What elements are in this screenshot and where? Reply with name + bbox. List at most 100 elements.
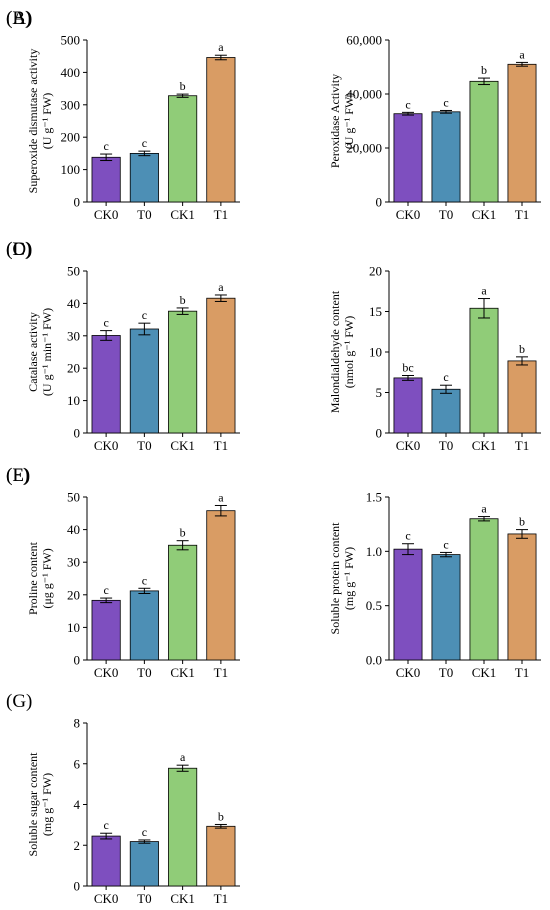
y-tick-label: 10 bbox=[67, 393, 80, 408]
y-tick-label: 10 bbox=[67, 620, 80, 635]
x-tick-label: CK1 bbox=[472, 438, 497, 453]
bar bbox=[393, 548, 423, 661]
y-tick-label: 500 bbox=[61, 33, 81, 48]
bar bbox=[91, 335, 121, 434]
x-tick-label: T0 bbox=[439, 438, 453, 453]
y-tick-label: 100 bbox=[61, 162, 81, 177]
y-tick-label: 40,000 bbox=[346, 87, 382, 102]
bar bbox=[129, 590, 159, 661]
x-tick-label: T1 bbox=[515, 207, 529, 222]
bar bbox=[206, 825, 236, 887]
panel-label: (G) bbox=[6, 691, 32, 712]
bar bbox=[507, 533, 537, 661]
bar bbox=[168, 767, 198, 887]
panel-label: (F) bbox=[6, 465, 29, 486]
y-tick-label: 20 bbox=[67, 587, 80, 602]
bar bbox=[129, 328, 159, 434]
significance-label: c bbox=[405, 529, 410, 543]
y-tick-label: 0 bbox=[74, 653, 81, 668]
bar bbox=[91, 156, 121, 203]
panel-label: (A) bbox=[6, 8, 32, 29]
y-tick-label: 400 bbox=[61, 65, 81, 80]
x-tick-label: CK1 bbox=[170, 438, 195, 453]
x-tick-label: T0 bbox=[439, 665, 453, 680]
bar bbox=[393, 113, 423, 203]
significance-label: c bbox=[142, 136, 147, 150]
bar bbox=[431, 111, 461, 203]
x-tick-label: CK1 bbox=[170, 207, 195, 222]
chart-panel: (E) 0 10 20 30 40 50 Proline content(μg g⁻¹ FW)… bbox=[6, 465, 240, 680]
y-tick-label: 0 bbox=[74, 879, 81, 894]
y-tick-label: 5 bbox=[376, 385, 383, 400]
significance-label: b bbox=[218, 809, 224, 823]
chart-panel: (A) 0 100 200 300 400 500 Superoxide dismutase … bbox=[6, 8, 240, 222]
y-tick-label: 50 bbox=[67, 264, 80, 279]
y-tick-label: 20,000 bbox=[346, 141, 382, 156]
y-tick-label: 20 bbox=[369, 264, 382, 279]
chart-panel: (G) 0 2 4 6 8 Soluble sugar content(mg g⁻¹ FW)… bbox=[6, 691, 240, 906]
x-tick-label: T0 bbox=[137, 665, 151, 680]
y-axis-title: Malondialdehyde content(nmol g⁻¹ FW) bbox=[328, 290, 356, 413]
chart-panel: (B) 0 20,000 40,000 60,000 Peroxidase Activit… bbox=[6, 8, 541, 222]
significance-label: b bbox=[180, 293, 186, 307]
significance-label: c bbox=[443, 95, 448, 109]
y-axis-title: Peroxidase Activity(U g⁻¹ FW) bbox=[328, 74, 356, 168]
y-tick-label: 0.0 bbox=[366, 653, 382, 668]
significance-label: c bbox=[142, 825, 147, 839]
bar bbox=[168, 310, 198, 434]
x-tick-label: CK1 bbox=[170, 891, 195, 906]
significance-label: c bbox=[405, 97, 410, 111]
y-tick-label: 10 bbox=[369, 345, 382, 360]
y-axis-title: Superoxide dismutase activity(U g⁻¹ FW) bbox=[26, 49, 54, 194]
x-tick-label: T0 bbox=[439, 207, 453, 222]
y-tick-label: 1.5 bbox=[366, 490, 382, 505]
bar bbox=[431, 388, 461, 434]
bar bbox=[507, 360, 537, 434]
x-tick-label: T1 bbox=[515, 665, 529, 680]
panel-label: (C) bbox=[6, 239, 31, 260]
significance-label: c bbox=[142, 308, 147, 322]
significance-label: b bbox=[481, 63, 487, 77]
bar bbox=[168, 544, 198, 661]
y-tick-label: 15 bbox=[369, 304, 382, 319]
significance-label: a bbox=[218, 280, 224, 294]
x-tick-label: CK0 bbox=[94, 438, 119, 453]
bar bbox=[469, 307, 499, 434]
x-tick-label: T0 bbox=[137, 891, 151, 906]
y-axis-title: Catalase activity(U g⁻¹ min⁻¹ FW) bbox=[26, 308, 54, 396]
x-tick-label: T1 bbox=[515, 438, 529, 453]
x-tick-label: T1 bbox=[214, 891, 228, 906]
bar bbox=[507, 63, 537, 203]
significance-label: a bbox=[481, 502, 487, 516]
y-tick-label: 200 bbox=[61, 130, 81, 145]
y-tick-label: 30 bbox=[67, 555, 80, 570]
significance-label: a bbox=[218, 40, 224, 54]
x-tick-label: T1 bbox=[214, 207, 228, 222]
y-tick-label: 4 bbox=[74, 797, 81, 812]
significance-label: a bbox=[218, 490, 224, 504]
bar bbox=[91, 599, 121, 661]
significance-label: c bbox=[103, 316, 108, 330]
y-axis-title: Soluble sugar content(mg g⁻¹ FW) bbox=[26, 752, 54, 857]
y-axis-title: Proline content(μg g⁻¹ FW) bbox=[26, 541, 54, 615]
significance-label: c bbox=[103, 583, 108, 597]
x-tick-label: T1 bbox=[214, 665, 228, 680]
bar bbox=[393, 377, 423, 434]
bar bbox=[469, 518, 499, 661]
significance-label: bc bbox=[402, 360, 413, 374]
x-tick-label: CK0 bbox=[396, 665, 421, 680]
y-axis-title: Soluble protein content(mg g⁻¹ FW) bbox=[328, 522, 356, 635]
bar bbox=[206, 57, 236, 203]
bar bbox=[469, 80, 499, 203]
y-tick-label: 1.0 bbox=[366, 544, 382, 559]
y-tick-label: 40 bbox=[67, 296, 80, 311]
x-tick-label: CK1 bbox=[170, 665, 195, 680]
x-tick-label: CK0 bbox=[94, 891, 119, 906]
panel-label: (B) bbox=[6, 8, 31, 29]
significance-label: b bbox=[180, 79, 186, 93]
y-tick-label: 8 bbox=[74, 716, 81, 731]
bar bbox=[91, 835, 121, 887]
bar bbox=[206, 510, 236, 661]
significance-label: c bbox=[103, 818, 108, 832]
